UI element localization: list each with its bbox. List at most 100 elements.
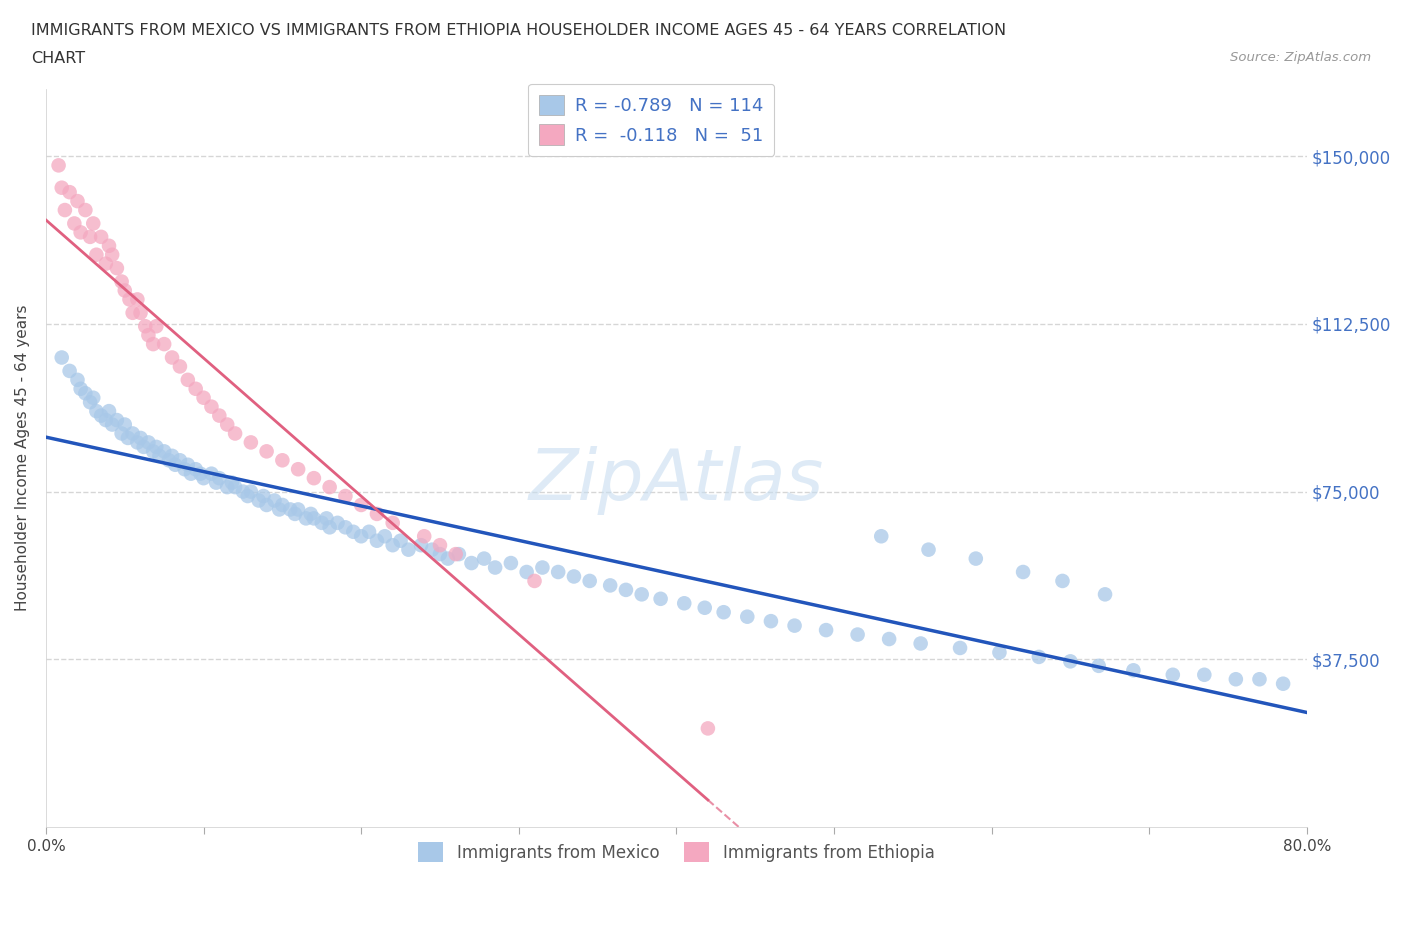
Point <box>1161 668 1184 683</box>
Point <box>256 444 278 458</box>
Point <box>69 381 91 396</box>
Point <box>263 493 285 508</box>
Point <box>381 515 404 530</box>
Point <box>409 538 432 552</box>
Point <box>66 372 89 387</box>
Point <box>145 440 167 455</box>
Point <box>713 604 735 619</box>
Point <box>142 337 165 352</box>
Point <box>75 386 97 401</box>
Point <box>271 498 294 512</box>
Point <box>94 257 117 272</box>
Point <box>142 444 165 458</box>
Point <box>965 551 987 566</box>
Point <box>86 404 108 418</box>
Point <box>177 458 200 472</box>
Point <box>949 641 972 656</box>
Point <box>366 533 388 548</box>
Point <box>988 645 1011 660</box>
Point <box>444 547 467 562</box>
Point <box>200 466 222 481</box>
Point <box>357 525 380 539</box>
Point <box>101 247 124 262</box>
Point <box>59 364 82 379</box>
Point <box>129 431 152 445</box>
Point <box>284 507 307 522</box>
Point <box>53 203 76 218</box>
Point <box>127 435 149 450</box>
Point <box>1087 658 1109 673</box>
Point <box>735 609 758 624</box>
Point <box>79 394 101 409</box>
Point <box>51 180 73 195</box>
Point <box>114 417 136 432</box>
Point <box>311 515 333 530</box>
Point <box>208 471 231 485</box>
Point <box>75 203 97 218</box>
Point <box>160 350 183 365</box>
Point <box>870 529 893 544</box>
Point <box>381 538 404 552</box>
Point <box>169 359 191 374</box>
Point <box>1194 668 1216 683</box>
Point <box>173 462 195 477</box>
Point <box>335 488 357 503</box>
Point <box>1122 663 1144 678</box>
Point <box>121 426 143 441</box>
Point <box>460 555 482 570</box>
Point <box>1225 671 1247 686</box>
Point <box>1272 676 1295 691</box>
Point <box>165 458 187 472</box>
Point <box>239 435 262 450</box>
Point <box>160 448 183 463</box>
Point <box>66 193 89 208</box>
Point <box>94 413 117 428</box>
Point <box>374 529 396 544</box>
Text: ZipAtlas: ZipAtlas <box>529 445 824 514</box>
Point <box>247 493 270 508</box>
Point <box>224 426 246 441</box>
Point <box>252 488 274 503</box>
Point <box>318 520 340 535</box>
Point <box>693 600 716 615</box>
Point <box>177 372 200 387</box>
Point <box>59 185 82 200</box>
Point <box>877 631 900 646</box>
Point <box>910 636 932 651</box>
Point <box>342 525 364 539</box>
Point <box>1094 587 1116 602</box>
Point <box>193 391 215 405</box>
Point <box>114 283 136 298</box>
Point <box>82 391 104 405</box>
Point <box>121 305 143 320</box>
Legend: Immigrants from Mexico, Immigrants from Ethiopia: Immigrants from Mexico, Immigrants from … <box>411 834 943 870</box>
Point <box>271 453 294 468</box>
Point <box>232 485 254 499</box>
Point <box>630 587 652 602</box>
Point <box>148 448 170 463</box>
Point <box>302 471 325 485</box>
Y-axis label: Householder Income Ages 45 - 64 years: Householder Income Ages 45 - 64 years <box>15 305 30 611</box>
Point <box>350 498 373 512</box>
Point <box>105 413 128 428</box>
Point <box>350 529 373 544</box>
Text: CHART: CHART <box>31 51 84 66</box>
Point <box>696 721 718 736</box>
Point <box>335 520 357 535</box>
Point <box>101 417 124 432</box>
Point <box>531 560 554 575</box>
Point <box>111 274 134 289</box>
Point <box>578 574 600 589</box>
Point <box>1028 649 1050 664</box>
Point <box>562 569 585 584</box>
Point <box>413 529 436 544</box>
Text: Source: ZipAtlas.com: Source: ZipAtlas.com <box>1230 51 1371 64</box>
Point <box>145 319 167 334</box>
Point <box>132 440 155 455</box>
Point <box>299 507 322 522</box>
Point <box>523 574 546 589</box>
Point <box>673 596 696 611</box>
Point <box>269 502 291 517</box>
Point <box>208 408 231 423</box>
Point <box>917 542 939 557</box>
